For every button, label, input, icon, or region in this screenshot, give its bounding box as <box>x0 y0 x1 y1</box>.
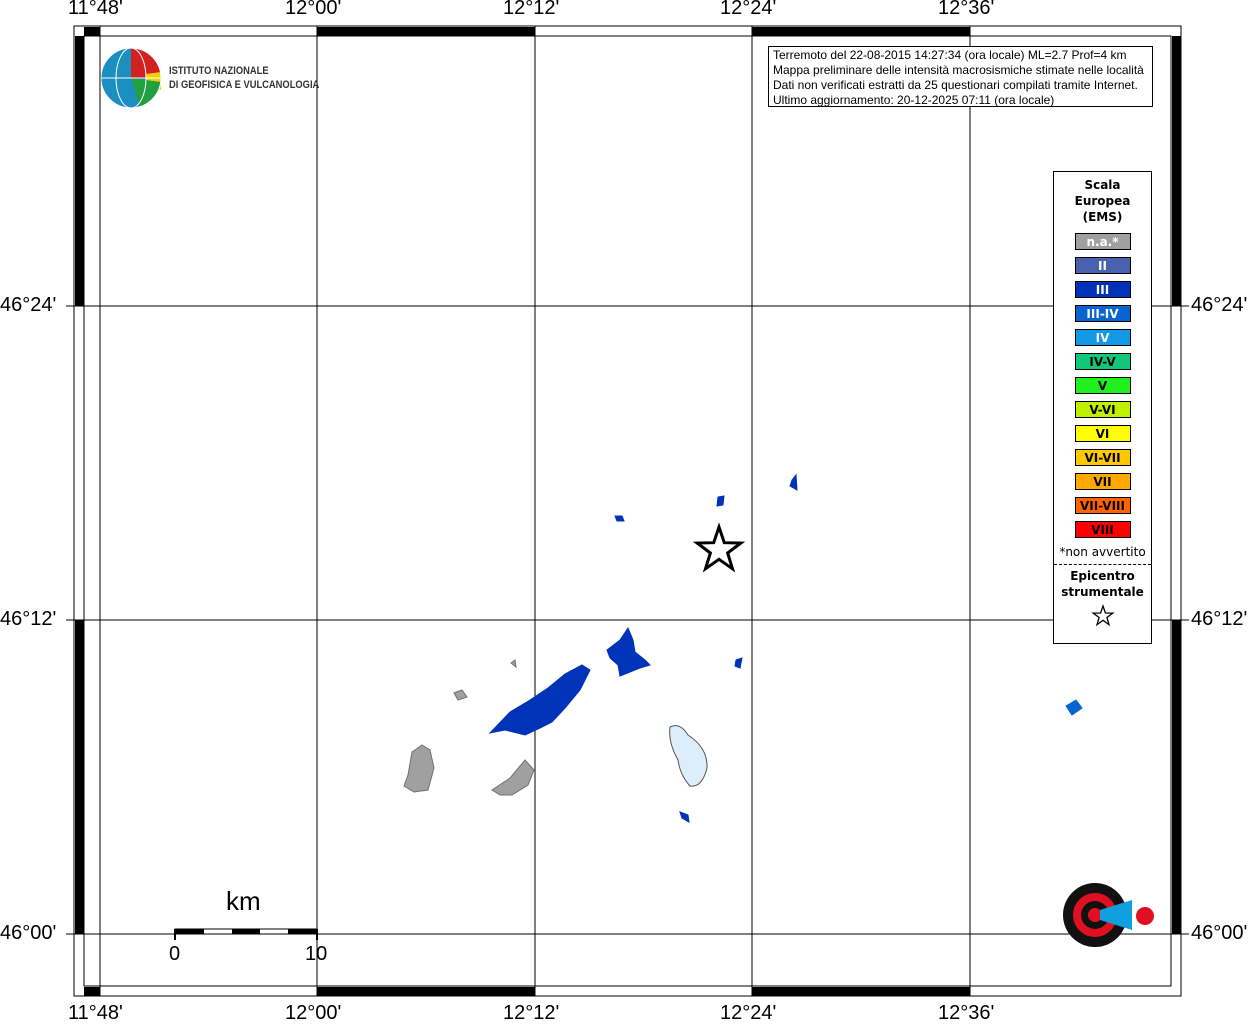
legend-swatch: II <box>1074 257 1131 274</box>
hsit-logo <box>1063 883 1154 947</box>
legend-swatch: VIII <box>1074 521 1131 538</box>
lat-label-left: 46°24' <box>0 294 57 316</box>
lat-label-right: 46°12' <box>1191 608 1248 630</box>
legend-swatch: IV-V <box>1074 353 1131 370</box>
ingv-line1: ISTITUTO NAZIONALE <box>169 65 269 77</box>
lon-label-bottom: 12°36' <box>938 1002 995 1024</box>
info-line4: Ultimo aggiornamento: 20-12-2025 07:11 (… <box>773 93 1055 107</box>
legend-note: *non avvertito <box>1059 545 1146 559</box>
scale-unit: km <box>226 886 261 916</box>
legend-epi-2: strumentale <box>1061 585 1144 599</box>
lon-label-bottom: 12°24' <box>720 1002 777 1024</box>
legend-swatch: III-IV <box>1074 305 1131 322</box>
lake <box>669 725 708 787</box>
legend-title-2: Europea <box>1074 194 1131 208</box>
legend-swatch: VI <box>1074 425 1131 442</box>
legend-title-3: (EMS) <box>1082 210 1123 224</box>
legend-title: Scala Europea (EMS) <box>1054 177 1151 225</box>
star-icon <box>1090 603 1115 627</box>
frame-ticks <box>75 27 1181 996</box>
lat-label-right: 46°24' <box>1191 294 1248 316</box>
scale-min: 0 <box>169 943 181 965</box>
legend-swatch: n.a.* <box>1074 233 1131 250</box>
lat-label-left: 46°00' <box>0 922 57 944</box>
lon-label-bottom: 12°12' <box>503 1002 560 1024</box>
info-line1: Terremoto del 22-08-2015 14:27:34 (ora l… <box>773 48 1127 62</box>
legend-epi-1: Epicentro <box>1070 569 1135 583</box>
lon-label-top: 12°36' <box>938 0 995 19</box>
legend-swatch: V-VI <box>1074 401 1131 418</box>
legend-swatches: n.a.* II III III-IV IV IV-V V V-VI VI VI-VII VII VI… <box>1054 233 1151 538</box>
legend-swatch: V <box>1074 377 1131 394</box>
legend-swatch: VI-VII <box>1074 449 1131 466</box>
star-icon <box>692 522 746 573</box>
lon-label-bottom: 11°48' <box>68 1002 123 1024</box>
lon-label-top: 11°48' <box>68 0 123 19</box>
info-line3: Dati non verificati estratti da 25 quest… <box>773 78 1138 92</box>
legend-swatch: IV <box>1074 329 1131 346</box>
legend-title-1: Scala <box>1084 178 1121 192</box>
lon-label-top: 12°12' <box>503 0 560 19</box>
intensity-area-iii-iv <box>1065 699 1083 716</box>
legend-swatch: VII-VIII <box>1074 497 1131 514</box>
event-info-box: Terremoto del 22-08-2015 14:27:34 (ora l… <box>768 46 1153 107</box>
ingv-line2: DI GEOFISICA E VULCANOLOGIA <box>169 79 320 91</box>
intensity-areas-na <box>403 659 535 796</box>
ingv-logo-globe <box>100 47 162 109</box>
lon-label-bottom: 12°00' <box>285 1002 342 1024</box>
scale-bar <box>174 928 318 940</box>
intensity-areas <box>488 473 798 823</box>
lat-label-right: 46°00' <box>1191 922 1248 944</box>
info-line2: Mappa preliminare delle intensità macros… <box>773 63 1144 77</box>
legend-epicenter: Epicentro strumentale <box>1054 564 1151 600</box>
intensity-legend: Scala Europea (EMS) n.a.* II III III-IV IV IV… <box>1053 171 1152 644</box>
graticule <box>66 26 1189 996</box>
lon-label-top: 12°24' <box>720 0 777 19</box>
legend-swatch: III <box>1074 281 1131 298</box>
legend-swatch: VII <box>1074 473 1131 490</box>
lat-label-left: 46°12' <box>0 608 57 630</box>
ingv-logo-text: ISTITUTO NAZIONALE DI GEOFISICA E VULCAN… <box>169 64 319 92</box>
scale-max: 10 <box>305 943 328 965</box>
lon-label-top: 12°00' <box>285 0 342 19</box>
